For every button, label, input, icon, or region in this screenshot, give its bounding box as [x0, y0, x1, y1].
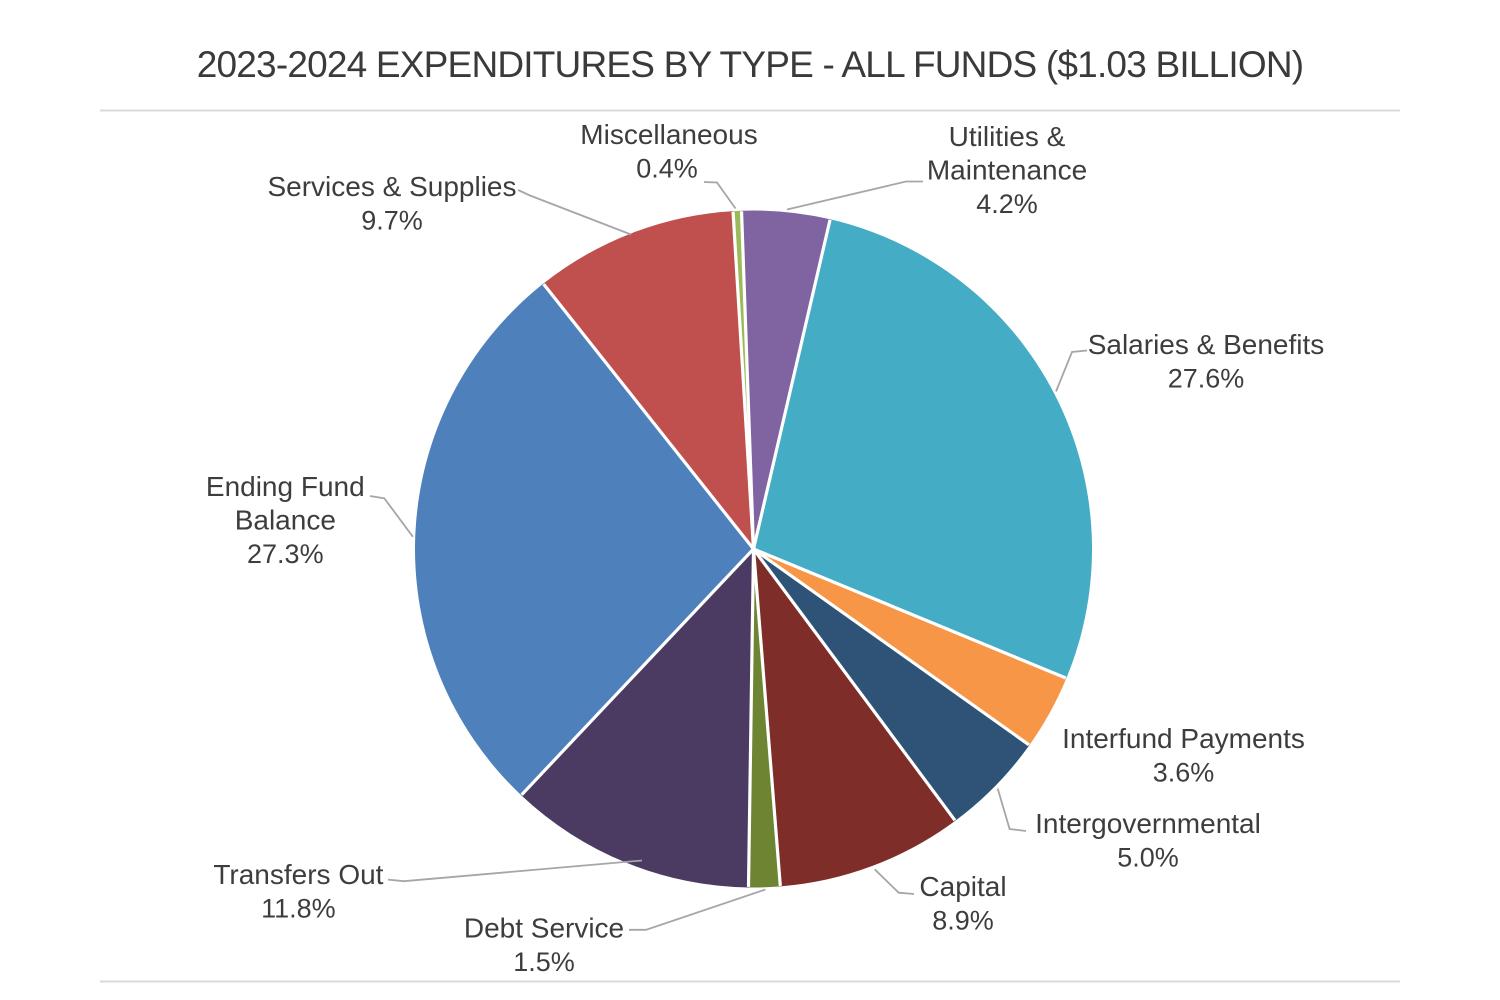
- svg-text:27.3%: 27.3%: [247, 539, 324, 569]
- svg-text:Debt Service: Debt Service: [464, 913, 624, 944]
- svg-text:Ending Fund: Ending Fund: [206, 471, 365, 502]
- svg-text:Miscellaneous: Miscellaneous: [580, 119, 757, 150]
- svg-text:8.9%: 8.9%: [932, 906, 994, 936]
- svg-text:Capital: Capital: [919, 871, 1006, 902]
- svg-text:0.4%: 0.4%: [636, 154, 698, 184]
- svg-text:Services & Supplies: Services & Supplies: [267, 171, 516, 202]
- svg-text:Balance: Balance: [235, 505, 336, 536]
- svg-text:11.8%: 11.8%: [261, 894, 336, 924]
- svg-text:Transfers Out: Transfers Out: [213, 859, 383, 890]
- svg-text:Salaries & Benefits: Salaries & Benefits: [1088, 329, 1325, 360]
- svg-text:9.7%: 9.7%: [361, 206, 423, 236]
- svg-text:Maintenance: Maintenance: [927, 155, 1087, 186]
- svg-text:27.6%: 27.6%: [1168, 364, 1245, 394]
- svg-text:3.6%: 3.6%: [1153, 758, 1215, 788]
- svg-text:4.2%: 4.2%: [976, 189, 1038, 219]
- svg-text:5.0%: 5.0%: [1117, 843, 1179, 873]
- svg-text:Utilities &: Utilities &: [949, 121, 1066, 152]
- svg-text:Interfund Payments: Interfund Payments: [1062, 723, 1305, 754]
- svg-text:2023-2024 EXPENDITURES BY TYPE: 2023-2024 EXPENDITURES BY TYPE - ALL FUN…: [197, 44, 1304, 85]
- svg-text:Intergovernmental: Intergovernmental: [1035, 808, 1261, 839]
- svg-text:1.5%: 1.5%: [513, 947, 575, 977]
